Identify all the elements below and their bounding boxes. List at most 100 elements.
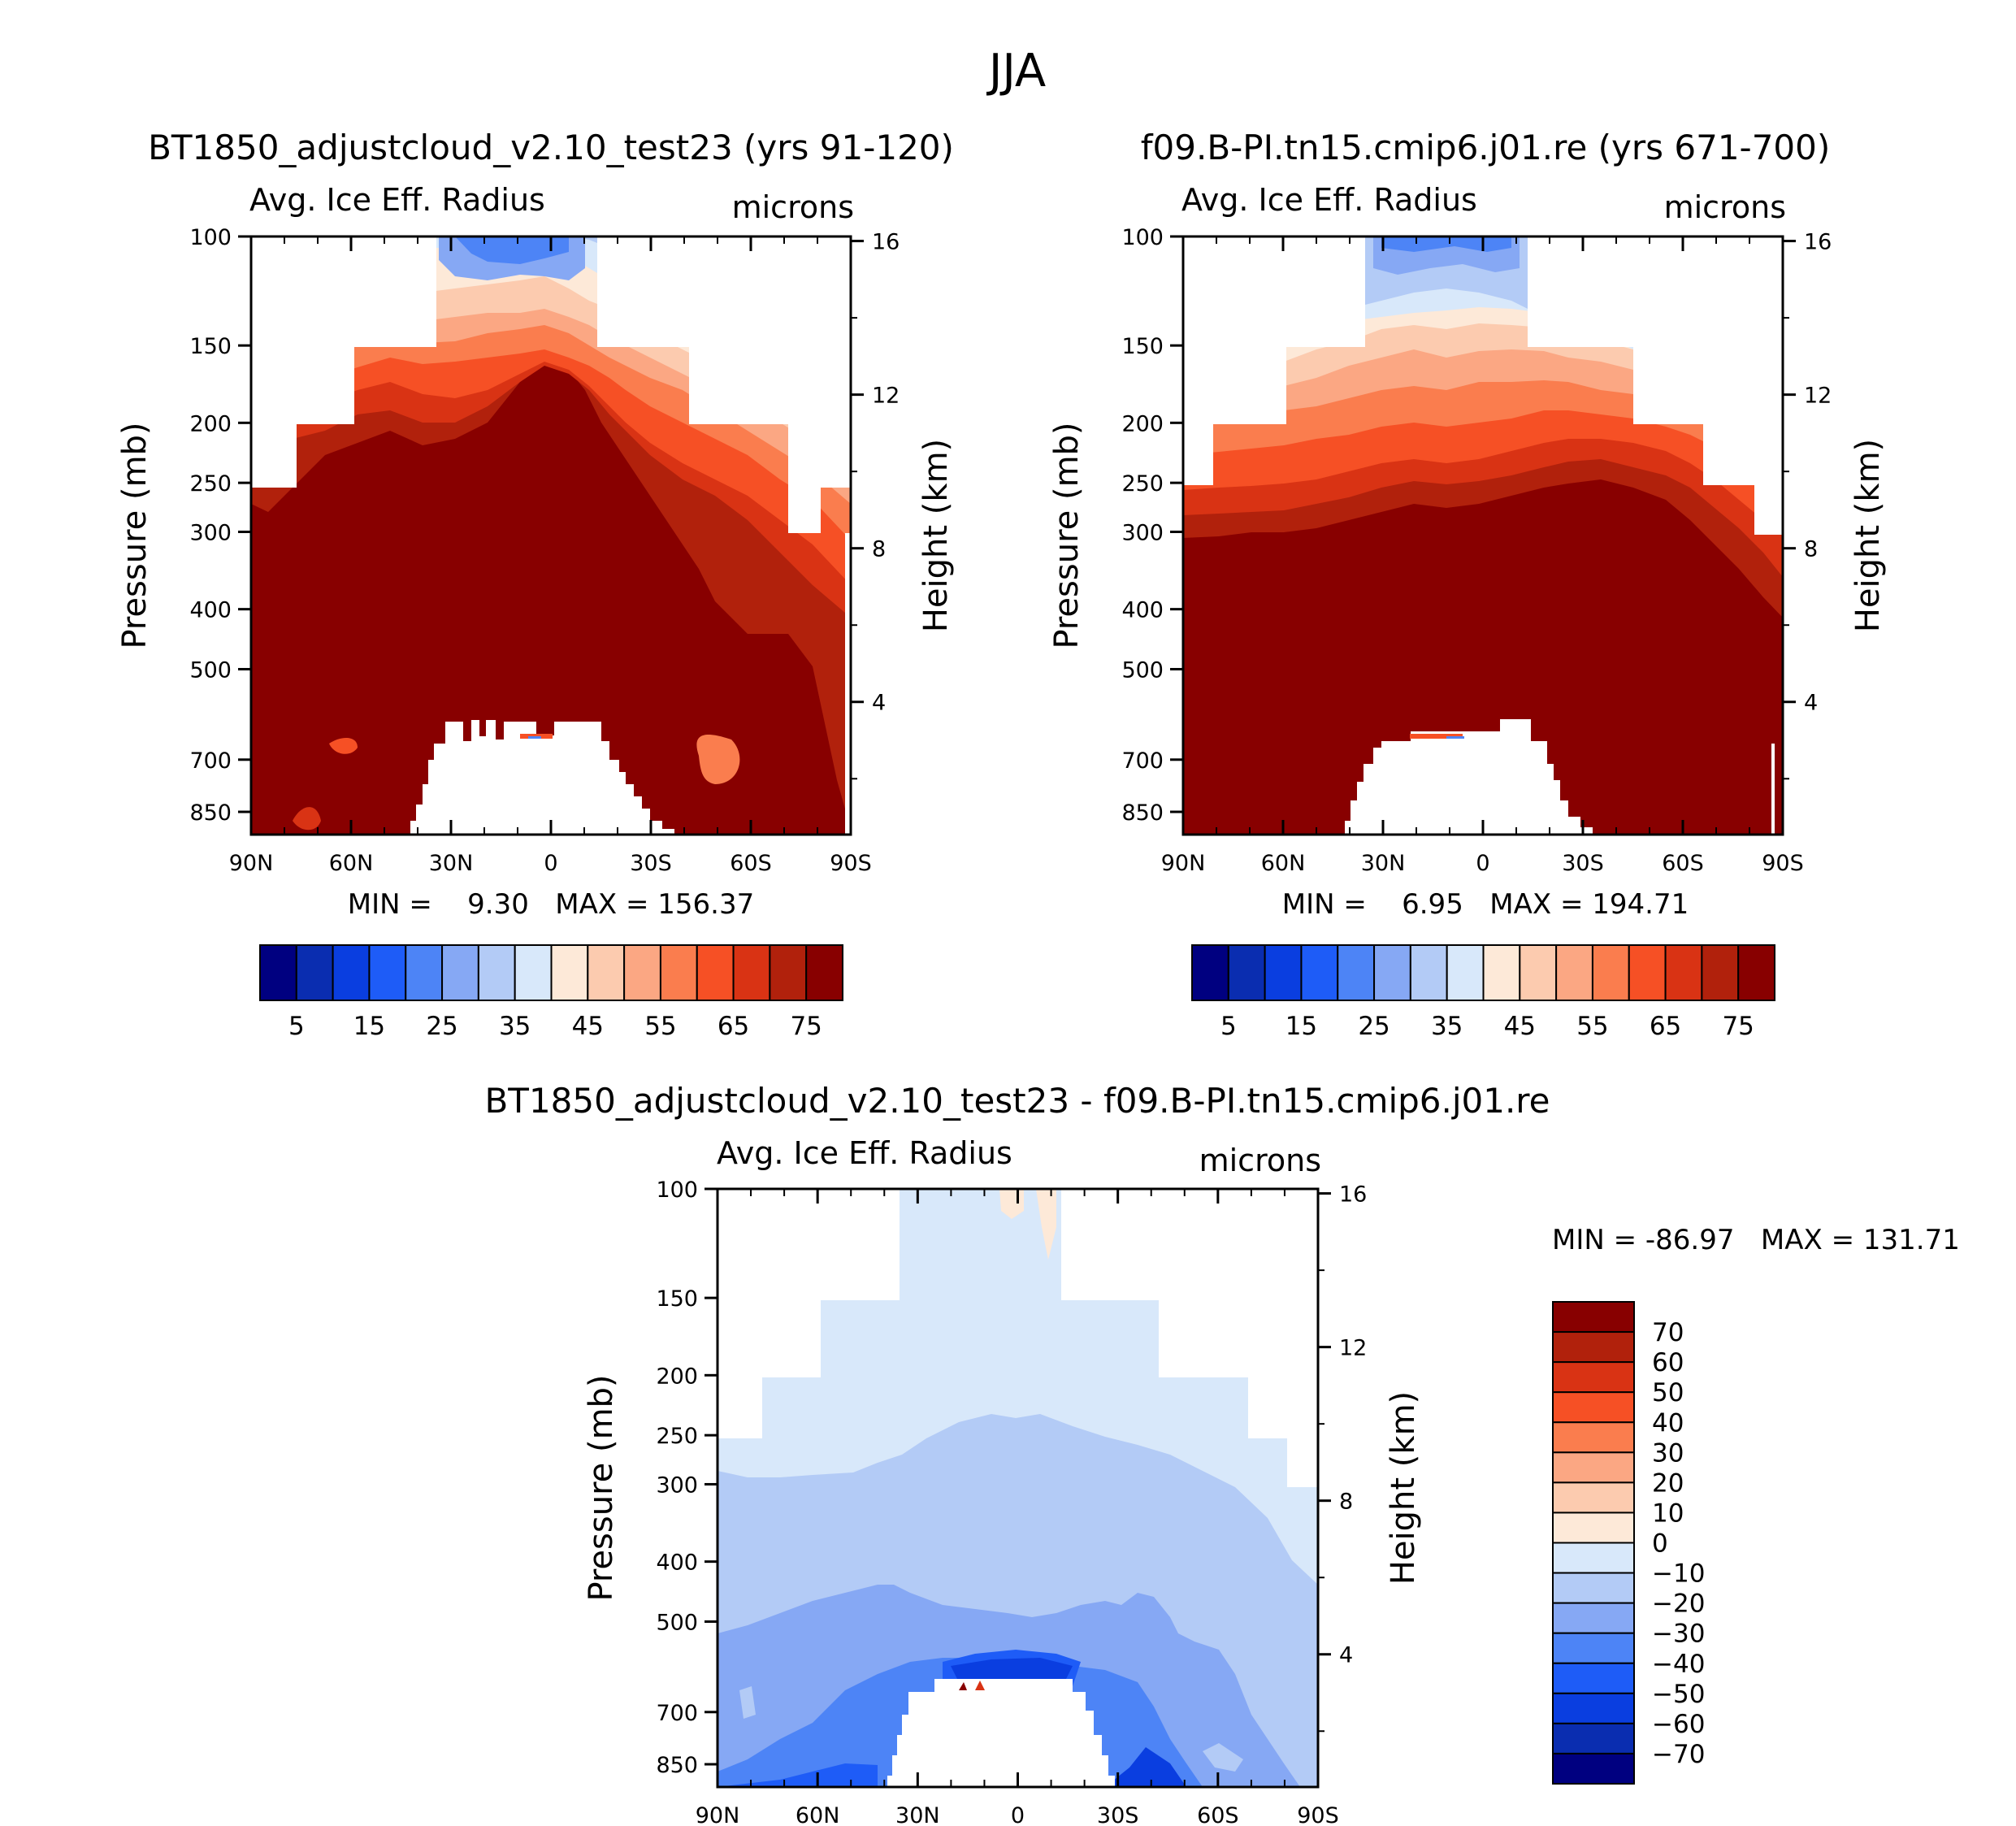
colorbar-swatch — [1552, 1481, 1635, 1514]
y-tick-label: 850 — [656, 1753, 698, 1778]
y-tick-label: 150 — [656, 1286, 698, 1312]
colorbar-swatch — [477, 944, 516, 1001]
y-tick-label: 250 — [1121, 471, 1164, 497]
colorbar-label: 45 — [572, 1012, 604, 1041]
missing-data-mask — [597, 236, 851, 533]
x-tick-label: 60S — [1662, 851, 1704, 876]
y-tick-label: 250 — [656, 1424, 698, 1449]
colorbar-swatch — [1519, 944, 1558, 1001]
y-right-tick-label: 12 — [1339, 1336, 1367, 1361]
colorbar-swatch — [1552, 1632, 1635, 1664]
y-tick-label: 200 — [189, 411, 232, 436]
colorbar-label: −10 — [1652, 1559, 1705, 1589]
colorbar-label: −20 — [1652, 1590, 1705, 1619]
colorbar-label: 50 — [1652, 1378, 1684, 1407]
contour-band — [951, 1658, 1073, 1682]
units-label: microns — [1199, 1143, 1321, 1178]
x-tick-label: 60S — [1197, 1803, 1239, 1826]
variable-label: Avg. Ice Eff. Radius — [249, 182, 545, 218]
colorbar-swatch — [1373, 944, 1411, 1001]
x-tick-label: 30S — [1562, 851, 1604, 876]
contour-band — [528, 736, 541, 739]
missing-data-mask — [887, 1679, 1115, 1787]
colorbar-swatch — [1555, 944, 1593, 1001]
x-tick-label: 0 — [544, 851, 557, 876]
colorbar-swatch — [1482, 944, 1521, 1001]
missing-data-mask — [251, 236, 436, 488]
colorbar-swatch — [1552, 1421, 1635, 1454]
x-tick-label: 0 — [1476, 851, 1489, 876]
contour-band — [293, 807, 321, 831]
contour-band — [975, 1681, 985, 1690]
colorbar-label: 15 — [353, 1012, 385, 1041]
y-right-tick-label: 4 — [1804, 691, 1818, 716]
panel-title: BT1850_adjustcloud_v2.10_test23 (yrs 91-… — [148, 128, 954, 167]
min-max-label: MIN = 9.30 MAX = 156.37 — [348, 888, 754, 921]
x-tick-label: 90S — [1762, 851, 1804, 876]
panel-difference: BT1850_adjustcloud_v2.10_test23 - f09.B-… — [484, 1081, 1550, 1787]
colorbar: 5 15 25 35 45 55 65 75 — [259, 944, 843, 1041]
panel-title: BT1850_adjustcloud_v2.10_test23 - f09.B-… — [484, 1081, 1550, 1121]
y-right-axis-label: Height (km) — [917, 439, 955, 632]
y-tick-label: 300 — [656, 1473, 698, 1498]
colorbar-swatch — [368, 944, 407, 1001]
colorbar-swatch — [405, 944, 444, 1001]
colorbar-label: −50 — [1652, 1680, 1705, 1709]
colorbar-swatch — [1552, 1301, 1635, 1334]
y-tick-label: 400 — [189, 598, 232, 623]
colorbar-swatch — [696, 944, 735, 1001]
colorbar-label: 15 — [1285, 1012, 1317, 1041]
colorbar-swatch — [1552, 1451, 1635, 1484]
x-tick-label: 90N — [1161, 851, 1206, 876]
y-tick-label: 200 — [1121, 411, 1164, 436]
missing-data-mask — [1771, 744, 1775, 835]
y-tick-label: 700 — [1121, 748, 1164, 774]
x-tick-label: 30S — [1097, 1803, 1139, 1826]
y-right-tick-label: 16 — [872, 230, 900, 255]
colorbar-swatch — [259, 944, 297, 1001]
colorbar-label: −40 — [1652, 1650, 1705, 1679]
axes-p2: 90N 60N 30N 0 30S 60S 90S 100 150 200 250 300 400 500… — [1048, 225, 1887, 921]
x-tick-label: 90S — [830, 851, 872, 876]
y-right-tick-label: 4 — [872, 691, 886, 716]
y-right-tick-label: 4 — [1339, 1643, 1353, 1668]
colorbar-label: 5 — [288, 1012, 305, 1041]
colorbar-swatch — [514, 944, 553, 1001]
colorbar-swatch — [1552, 1512, 1635, 1544]
colorbar: 5 15 25 35 45 55 65 75 — [1191, 944, 1775, 1041]
y-tick-label: 150 — [189, 334, 232, 359]
colorbar-swatch — [1628, 944, 1667, 1001]
y-right-tick-label: 16 — [1339, 1182, 1367, 1208]
y-tick-label: 300 — [189, 520, 232, 545]
x-tick-label: 60N — [796, 1803, 840, 1826]
y-right-tick-label: 16 — [1804, 230, 1832, 255]
missing-data-mask — [1341, 719, 1593, 835]
y-right-tick-label: 8 — [872, 537, 886, 562]
y-right-tick-label: 8 — [1339, 1490, 1353, 1515]
missing-data-mask — [1528, 236, 1783, 535]
y-tick-label: 850 — [1121, 800, 1164, 826]
colorbar-swatch — [1264, 944, 1303, 1001]
x-tick-label: 30N — [1361, 851, 1406, 876]
colorbar-label: 30 — [1652, 1438, 1684, 1468]
panel-model: BT1850_adjustcloud_v2.10_test23 (yrs 91-… — [148, 128, 954, 835]
y-right-tick-label: 12 — [1804, 384, 1832, 409]
y-axis-label: Pressure (mb) — [1048, 422, 1086, 648]
contour-band — [1105, 1747, 1186, 1787]
min-max-label: MIN = -86.97 MAX = 131.71 — [1552, 1224, 1960, 1256]
colorbar-swatch — [587, 944, 626, 1001]
contour-field — [251, 236, 851, 835]
y-tick-label: 200 — [656, 1364, 698, 1389]
axes-p1: 90N 60N 30N 0 30S 60S 90S 100 150 200 250 300 400 500… — [116, 225, 955, 921]
colorbar-label: 45 — [1504, 1012, 1536, 1041]
missing-data-mask — [718, 1189, 900, 1438]
colorbar-label: 0 — [1652, 1529, 1668, 1559]
colorbar-swatch — [1552, 1542, 1635, 1574]
colorbar-swatch — [1552, 1722, 1635, 1754]
contour-band — [329, 738, 358, 754]
y-right-tick-label: 8 — [1804, 537, 1818, 562]
colorbar-swatch — [1337, 944, 1376, 1001]
contour-band — [1446, 736, 1464, 739]
